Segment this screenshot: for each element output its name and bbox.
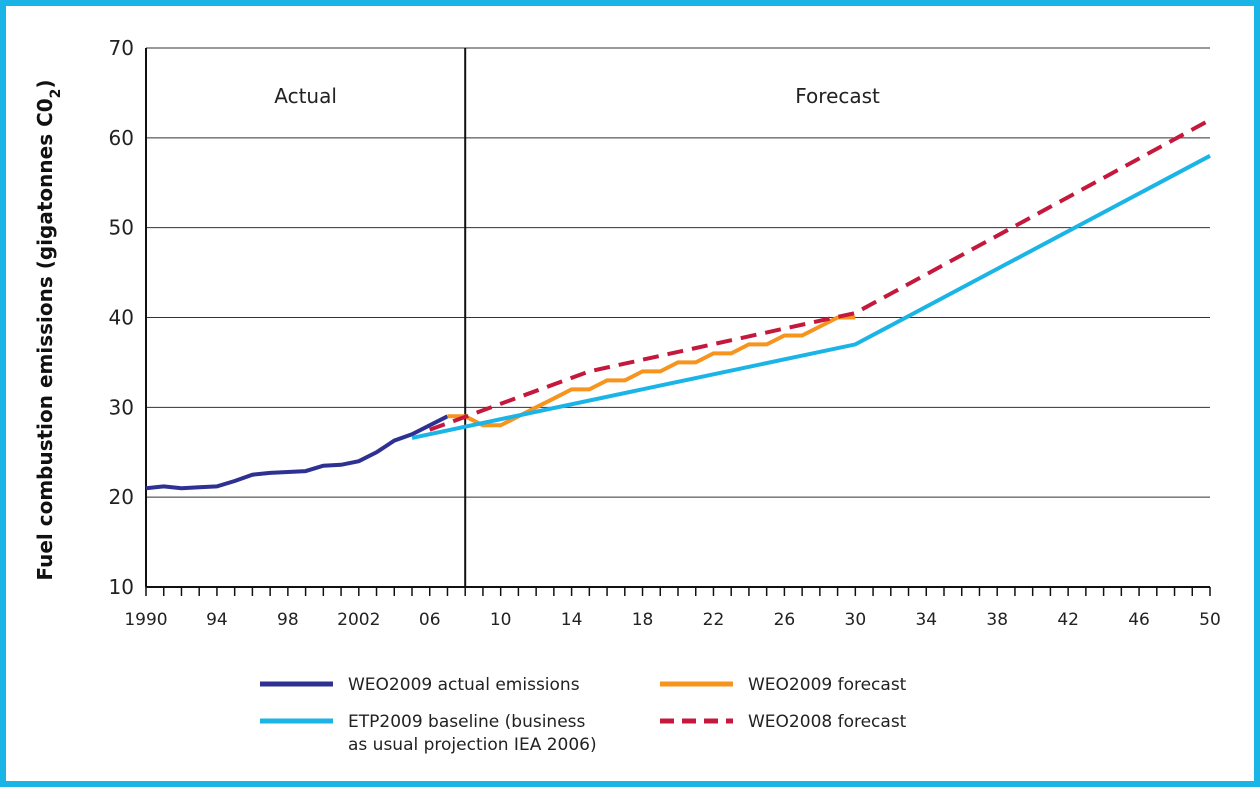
series-lines <box>145 118 1211 491</box>
y-tick-label: 40 <box>109 306 134 330</box>
series-line <box>411 154 1211 440</box>
region-label: Actual <box>274 84 337 108</box>
x-tick-label: 06 <box>419 610 441 630</box>
region-labels: Actual Forecast <box>274 84 880 108</box>
y-tick-label: 50 <box>109 216 134 240</box>
series-line <box>145 414 449 491</box>
x-tick-label: 42 <box>1057 610 1079 630</box>
x-tick-label: 38 <box>986 610 1008 630</box>
y-tick-label: 20 <box>109 485 134 509</box>
x-tick-label: 1990 <box>124 610 167 630</box>
x-tick-label: 2002 <box>337 610 380 630</box>
series-line <box>447 315 856 428</box>
x-tick-label: 98 <box>277 610 299 630</box>
series-line <box>429 118 1211 432</box>
legend-label: WEO2009 forecast <box>748 675 907 695</box>
axes: 10 20 30 40 50 60 70 1990 94 98 2002 06 10 14 18 22 26 30… <box>109 36 1221 630</box>
y-tick-label: 60 <box>109 126 134 150</box>
x-tick-label: 14 <box>561 610 583 630</box>
legend-label: WEO2009 actual emissions <box>348 675 580 695</box>
x-tick-label: 94 <box>206 610 228 630</box>
x-tick-label: 46 <box>1128 610 1150 630</box>
x-tick-label: 30 <box>845 610 867 630</box>
y-axis-title: Fuel combustion emissions (gigatonnes C0… <box>33 79 64 580</box>
y-tick-label: 30 <box>109 395 134 419</box>
legend-label: ETP2009 baseline (business <box>348 712 586 732</box>
legend: WEO2009 actual emissions WEO2009 forecast… <box>260 675 907 755</box>
gridlines <box>146 47 1210 498</box>
y-tick-label: 70 <box>109 36 134 60</box>
y-tick-label: 10 <box>109 575 134 599</box>
legend-label: as usual projection IEA 2006) <box>348 735 597 755</box>
x-tick-label: 18 <box>632 610 654 630</box>
legend-label: WEO2008 forecast <box>748 712 907 732</box>
x-tick-label: 26 <box>774 610 796 630</box>
x-tick-label: 50 <box>1199 610 1221 630</box>
x-tick-label: 22 <box>703 610 725 630</box>
x-tick-label: 34 <box>915 610 937 630</box>
x-tick-label: 10 <box>490 610 512 630</box>
region-label: Forecast <box>795 84 880 108</box>
